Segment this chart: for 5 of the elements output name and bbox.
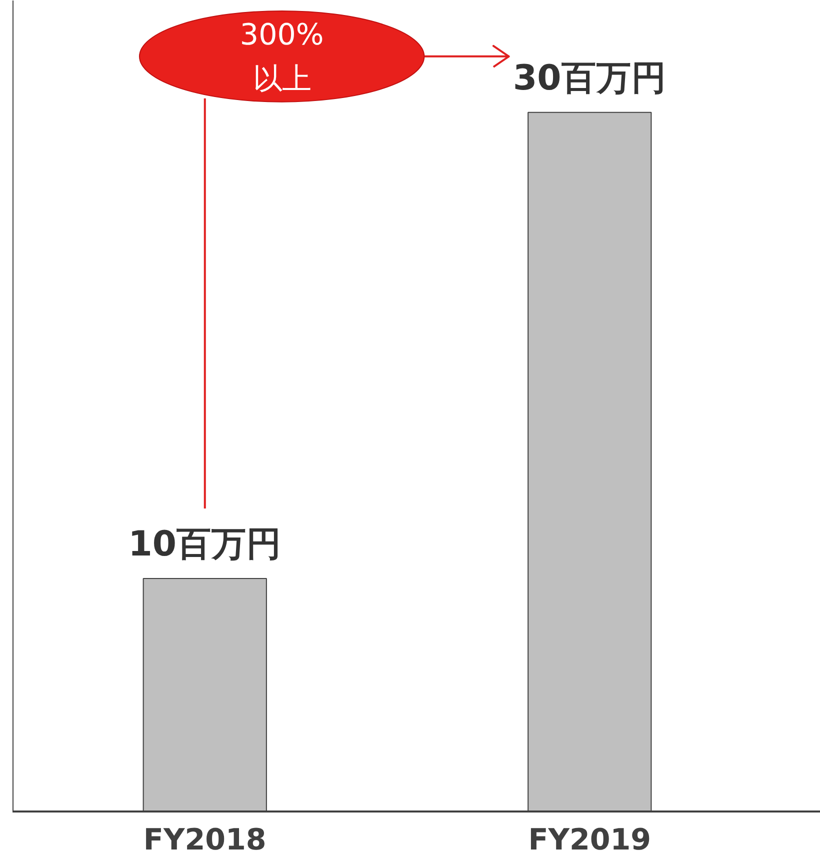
x-tick-label: FY2019 [528, 822, 652, 856]
data-label: 10百万円 [128, 524, 282, 564]
data-label: 30百万円 [513, 58, 666, 98]
x-tick-label: FY2018 [143, 822, 266, 856]
text: 300% 以上 [240, 17, 324, 96]
